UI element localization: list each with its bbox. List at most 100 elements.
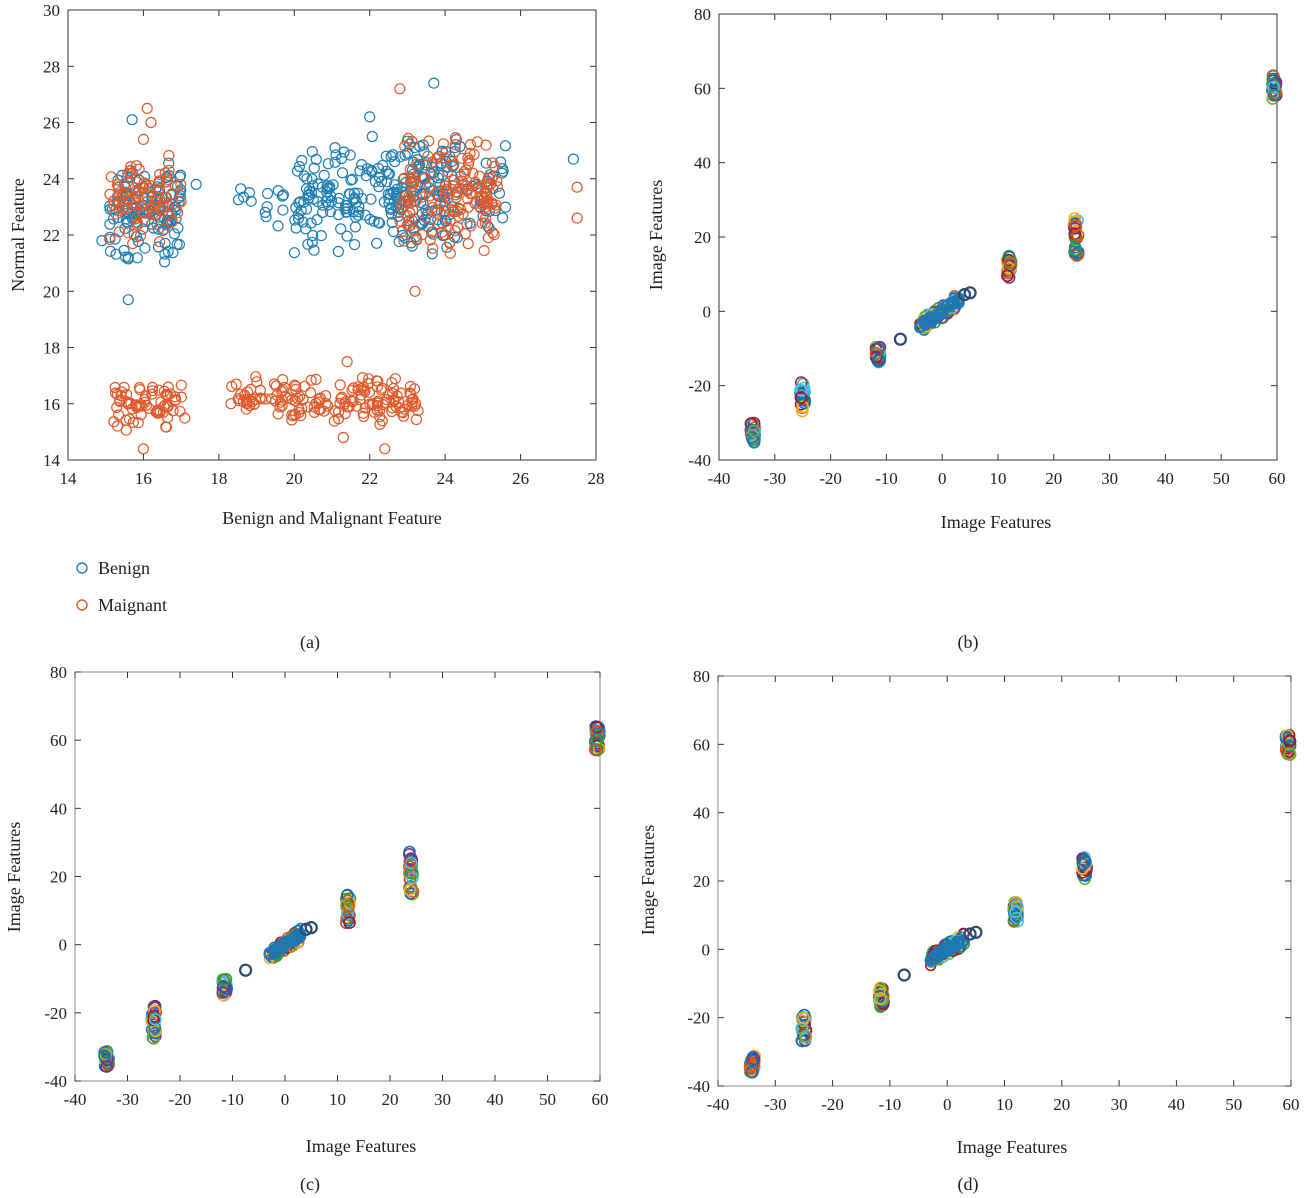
y-tick-label: -20	[688, 377, 711, 396]
benign-point	[322, 158, 334, 170]
benign-point	[389, 179, 401, 191]
malignant-point	[458, 178, 470, 191]
malignant-point	[248, 398, 260, 410]
benign-point	[349, 221, 361, 233]
malignant-point	[146, 388, 158, 400]
benign-point	[338, 146, 350, 158]
malignant-point	[420, 211, 432, 223]
y-tick-label: -20	[44, 1004, 67, 1023]
isolated-point	[893, 332, 908, 346]
y-tick-label: 30	[43, 1, 60, 20]
malignant-point	[386, 402, 398, 414]
x-tick-label: 20	[382, 1090, 399, 1109]
malignant-point	[341, 356, 353, 368]
benign-point	[366, 166, 378, 178]
benign-point	[385, 150, 397, 163]
x-tick-label: 30	[434, 1090, 451, 1109]
malignant-point	[358, 410, 370, 423]
y-axis-label-b: Image Features	[646, 180, 666, 290]
malignant-point	[276, 394, 288, 406]
column-point	[746, 423, 759, 437]
malignant-point	[423, 190, 436, 202]
x-tick-label: 50	[1213, 469, 1230, 488]
benign-point	[303, 185, 315, 197]
column-point	[341, 907, 354, 921]
malignant-point	[241, 398, 253, 410]
column-point	[1283, 739, 1297, 753]
malignant-point	[444, 236, 456, 248]
column-point	[1079, 855, 1092, 869]
y-tick-label: 0	[703, 302, 712, 321]
isolated-point	[957, 288, 972, 302]
x-tick-label: 14	[60, 469, 78, 488]
x-tick-label: 50	[1225, 1095, 1242, 1114]
malignant-point	[571, 212, 583, 224]
benign-point	[499, 140, 511, 152]
benign-point	[428, 77, 440, 89]
center-point	[945, 297, 958, 310]
malignant-point	[122, 167, 134, 180]
malignant-point	[461, 185, 473, 197]
malignant-point	[347, 382, 359, 394]
x-tick-label: -30	[763, 469, 786, 488]
benign-point	[428, 166, 440, 179]
x-tick-label: -30	[116, 1090, 139, 1109]
malignant-point	[162, 381, 174, 393]
malignant-point	[230, 378, 242, 390]
malignant-point	[131, 176, 143, 188]
benign-point	[317, 206, 329, 218]
malignant-point	[256, 393, 268, 405]
malignant-point	[387, 388, 399, 400]
malignant-point	[122, 227, 134, 239]
malignant-point	[430, 203, 442, 216]
benign-point	[157, 224, 169, 236]
y-tick-label: 60	[693, 735, 710, 754]
column-point	[1283, 747, 1296, 760]
malignant-point	[131, 219, 143, 231]
benign-point	[387, 149, 399, 161]
benign-point	[344, 149, 356, 161]
malignant-point	[449, 132, 462, 144]
benign-point	[349, 239, 361, 251]
malignant-point	[141, 102, 153, 115]
malignant-point	[442, 221, 454, 233]
benign-point	[388, 225, 400, 238]
panel-c: -40 -30 -20 -10 0 10 20 30 40 50 60 -40 -20 0 20 40 60 80…	[4, 663, 609, 1195]
benign-point	[333, 197, 345, 209]
benign-point	[232, 194, 244, 206]
malignant-point	[406, 400, 418, 412]
column-point	[797, 1011, 810, 1025]
column-point	[795, 384, 809, 397]
malignant-point	[154, 236, 166, 248]
malignant-point	[394, 215, 406, 227]
benign-point	[272, 185, 284, 197]
malignant-point	[409, 400, 421, 412]
column-point	[592, 727, 606, 740]
benign-point	[497, 212, 509, 224]
benign-point	[306, 236, 318, 248]
malignant-point	[113, 226, 125, 238]
malignant-point	[571, 181, 583, 193]
benign-point	[380, 165, 392, 177]
benign-point	[272, 220, 284, 232]
benign-point	[126, 114, 138, 126]
isolated-point	[969, 925, 983, 939]
legend-malignant-marker	[76, 599, 88, 611]
malignant-point	[125, 168, 137, 180]
malignant-point	[482, 232, 494, 244]
column-point	[148, 1004, 161, 1017]
x-tick-label: 24	[437, 469, 455, 488]
benign-point	[318, 169, 330, 181]
column-point	[747, 1052, 761, 1066]
benign-point	[290, 222, 302, 234]
benign-point	[288, 247, 300, 259]
x-axis-label-a: Benign and Malignant Feature	[222, 508, 441, 528]
benign-point	[397, 229, 409, 242]
benign-point	[567, 153, 580, 165]
y-tick-label: 40	[693, 804, 710, 823]
malignant-point	[404, 163, 416, 175]
y-tick-label: 20	[43, 282, 60, 301]
malignant-point	[366, 398, 378, 410]
column-point	[589, 743, 602, 756]
